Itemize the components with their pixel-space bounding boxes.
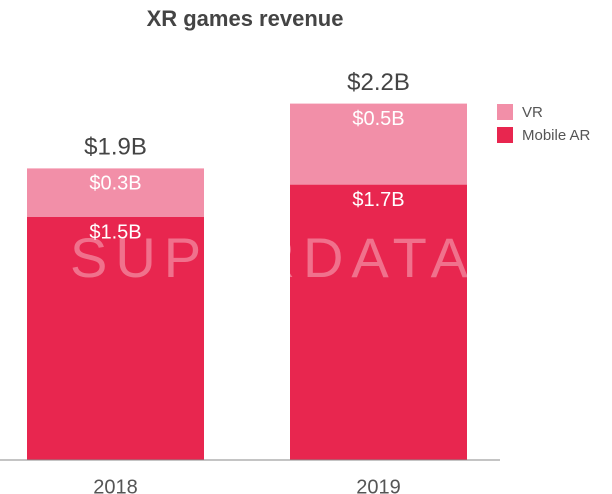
watermark: SUPERDATA bbox=[70, 226, 476, 289]
legend-swatch bbox=[497, 127, 513, 143]
value-label: $0.3B bbox=[89, 173, 141, 195]
bar-segment bbox=[290, 103, 467, 185]
total-label: $2.2B bbox=[347, 69, 410, 96]
value-label: $1.7B bbox=[352, 189, 404, 211]
chart-title: XR games revenue bbox=[147, 6, 344, 31]
bar-segment bbox=[27, 168, 204, 217]
bar-segment bbox=[27, 217, 204, 460]
legend-swatch bbox=[497, 104, 513, 120]
total-label: $1.9B bbox=[84, 134, 147, 161]
bar-segment bbox=[290, 184, 467, 460]
x-tick-label: 2018 bbox=[93, 476, 138, 494]
value-label: $1.5B bbox=[89, 221, 141, 243]
x-tick-label: 2019 bbox=[356, 476, 401, 494]
legend-label: Mobile AR bbox=[522, 127, 591, 144]
value-label: $0.5B bbox=[352, 108, 404, 130]
legend-label: VR bbox=[522, 104, 543, 121]
